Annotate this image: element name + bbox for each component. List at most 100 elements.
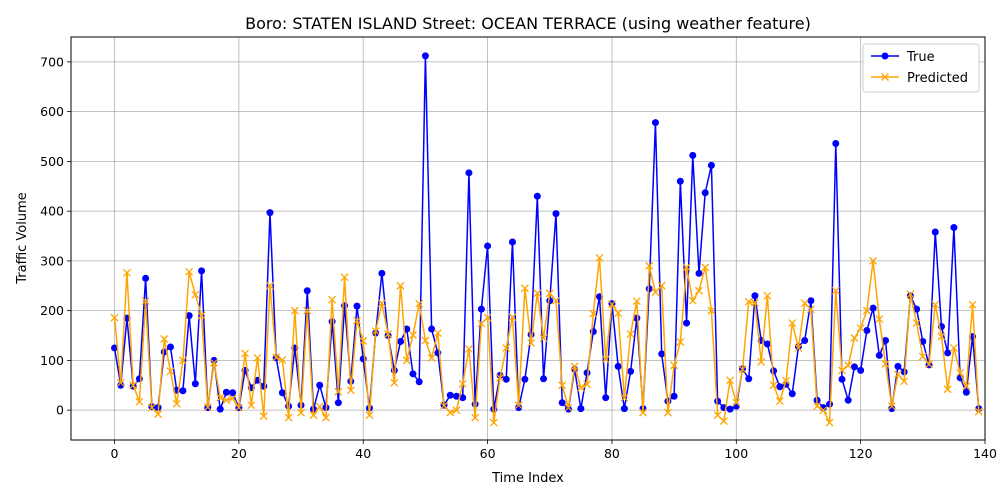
data-point-predicted (850, 334, 859, 342)
data-point-true (117, 381, 125, 389)
data-point-predicted (402, 356, 411, 365)
data-point-predicted (154, 410, 163, 419)
data-point-true (962, 388, 970, 396)
data-point-predicted (216, 393, 225, 402)
data-point-predicted (931, 300, 940, 309)
data-point-predicted (502, 343, 511, 352)
data-point-predicted (856, 324, 865, 333)
data-point-true (378, 269, 386, 277)
data-point-predicted (346, 386, 355, 395)
data-point-predicted (676, 338, 685, 346)
data-point-predicted (962, 382, 971, 391)
data-point-predicted (800, 299, 809, 308)
y-tick-label: 400 (40, 204, 64, 219)
data-point-true (166, 343, 174, 351)
data-point-true (552, 210, 560, 218)
data-point-predicted (875, 315, 884, 324)
data-point-predicted (141, 297, 150, 306)
data-point-true (353, 302, 361, 310)
data-point-predicted (937, 332, 946, 341)
x-tick-label: 100 (724, 446, 748, 461)
data-point-predicted (533, 289, 542, 298)
data-point-predicted (446, 408, 455, 417)
data-point-true (676, 177, 684, 185)
data-point-predicted (595, 253, 604, 262)
data-point-predicted (247, 401, 256, 410)
data-point-predicted (129, 381, 138, 390)
data-point-predicted (893, 370, 902, 379)
data-point-true (944, 349, 952, 357)
data-point-predicted (838, 366, 846, 375)
data-point-predicted (520, 284, 529, 293)
data-point-true (515, 404, 523, 412)
data-point-true (857, 366, 865, 374)
data-point-true (832, 139, 840, 147)
data-point-predicted (377, 299, 386, 308)
legend-true-marker (881, 52, 889, 60)
data-point-predicted (943, 385, 952, 394)
data-point-true (627, 367, 635, 375)
data-point-true (477, 305, 485, 313)
data-point-predicted (813, 402, 822, 411)
data-point-predicted (539, 334, 548, 342)
data-point-true (670, 392, 678, 400)
data-point-predicted (315, 402, 324, 411)
data-point-predicted (620, 393, 629, 402)
plot-frame (70, 36, 986, 441)
data-point-true (614, 362, 622, 370)
data-point-true (701, 189, 709, 197)
data-point-predicted (210, 358, 218, 367)
data-point-true (397, 337, 405, 345)
data-point-true (763, 340, 771, 348)
data-point-true (266, 209, 274, 217)
data-point-predicted (726, 376, 735, 385)
data-point-predicted (949, 343, 958, 352)
data-point-predicted (657, 281, 666, 290)
data-point-predicted (583, 380, 592, 389)
data-point-predicted (794, 343, 803, 352)
data-point-predicted (178, 356, 187, 365)
data-point-true (683, 319, 691, 327)
data-point-predicted (421, 336, 430, 345)
data-point-true (714, 397, 722, 405)
data-point-predicted (527, 339, 536, 347)
x-tick-label: 140 (973, 446, 997, 461)
data-point-predicted (719, 417, 728, 426)
data-point-true (913, 305, 921, 313)
data-point-true (894, 362, 902, 370)
data-point-predicted (353, 316, 361, 325)
data-point-true (111, 344, 119, 352)
data-point-predicted (750, 298, 759, 307)
data-point-predicted (222, 396, 231, 405)
data-point-predicted (440, 401, 449, 410)
legend-predicted-marker (881, 73, 889, 81)
data-point-true (459, 394, 467, 402)
x-tick-label: 20 (231, 446, 247, 461)
data-point-predicted (564, 403, 573, 412)
data-point-true (645, 285, 653, 293)
data-point-true (931, 228, 939, 236)
data-point-predicted (508, 313, 517, 322)
chart-title: Boro: STATEN ISLAND Street: OCEAN TERRAC… (245, 14, 811, 33)
data-point-true (216, 405, 224, 413)
data-point-predicted (862, 306, 871, 315)
legend-predicted-label: Predicted (907, 71, 968, 86)
data-point-predicted (663, 408, 672, 417)
data-point-true (745, 375, 753, 383)
series-line-predicted (113, 257, 980, 424)
data-point-true (229, 389, 237, 397)
data-point-predicted (707, 306, 716, 315)
data-point-predicted (695, 286, 703, 295)
data-point-predicted (303, 306, 312, 315)
data-point-predicted (906, 290, 915, 299)
data-point-true (950, 224, 958, 232)
data-point-true (844, 396, 852, 404)
data-point-true (278, 389, 286, 397)
x-tick-label: 60 (480, 446, 496, 461)
data-point-true (620, 405, 628, 413)
data-point-true (770, 367, 778, 375)
legend-true-label: True (906, 50, 935, 65)
data-point-predicted (701, 263, 710, 272)
data-point-true (583, 369, 591, 377)
